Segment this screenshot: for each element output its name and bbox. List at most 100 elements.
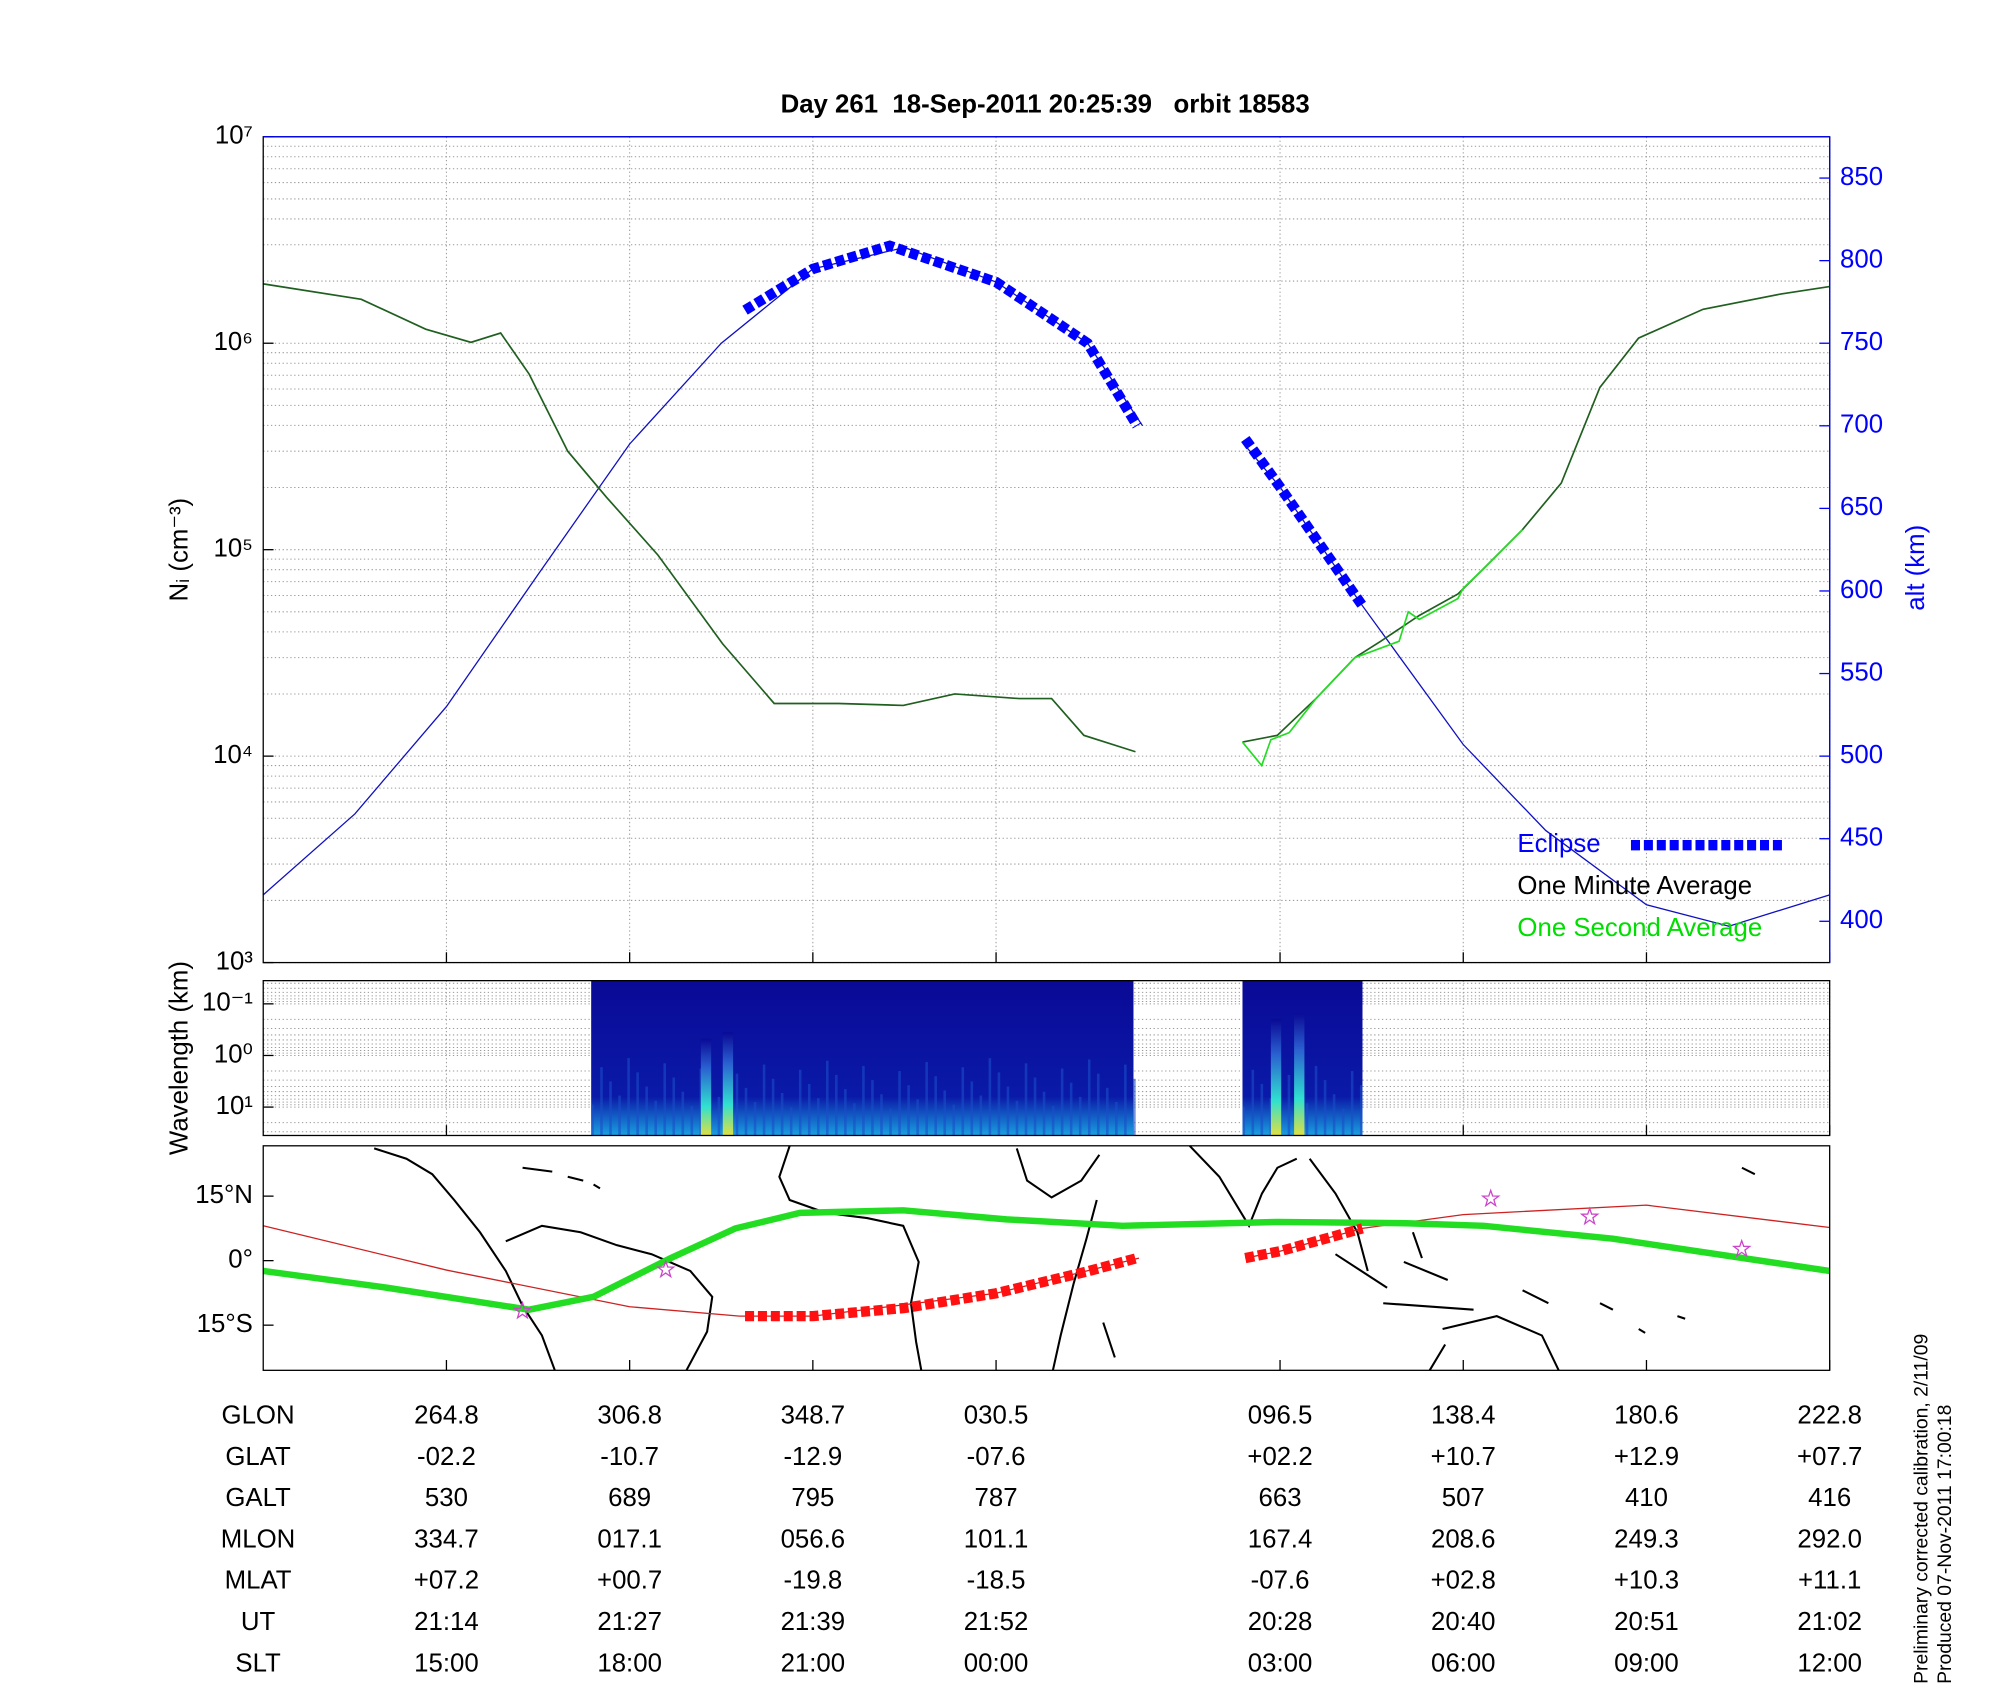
table-cell: -18.5 [967, 1567, 1026, 1595]
spectrogram-texture [898, 1071, 901, 1136]
table-cell: -19.8 [783, 1567, 842, 1595]
table-cell: 18:00 [597, 1649, 662, 1677]
table-cell: -10.7 [600, 1443, 659, 1471]
legend-label: One Minute Average [1517, 872, 1752, 900]
spectrogram-texture [1341, 1108, 1345, 1136]
spectrogram-texture [916, 1099, 919, 1136]
table-cell: 21:39 [781, 1608, 846, 1636]
table-cell: -07.6 [967, 1443, 1026, 1471]
spectrogram-texture [1124, 1064, 1127, 1136]
table-cell: 21:27 [597, 1608, 662, 1636]
table-cell: 030.5 [964, 1402, 1029, 1430]
spectrogram-texture [1242, 1107, 1246, 1136]
table-cell: +11.1 [1798, 1567, 1861, 1595]
spectrogram-texture [591, 1104, 594, 1136]
table-cell: 21:00 [781, 1649, 846, 1677]
table-cell: 416 [1808, 1484, 1851, 1512]
track-line [262, 1207, 1831, 1313]
spectrogram-texture [979, 1095, 983, 1136]
y2-tick-label: 600 [1840, 576, 1883, 604]
y2-tick-label: 550 [1840, 658, 1883, 686]
table-cell: 663 [1259, 1484, 1302, 1512]
table-cell: 348.7 [781, 1402, 846, 1430]
star-marker [1579, 1206, 1600, 1226]
table-cell: 208.6 [1431, 1525, 1496, 1553]
y-tick-label: 10⁻¹ [202, 989, 253, 1017]
y-tick-label: 15°N [195, 1181, 253, 1209]
spectrogram-texture [1287, 1074, 1291, 1136]
spectrogram-texture [717, 1096, 721, 1136]
spectrogram-texture [1314, 1065, 1318, 1136]
spectrogram-texture [862, 1065, 865, 1136]
y2-tick-label: 650 [1840, 493, 1883, 521]
spectrogram-streak [1270, 1019, 1282, 1136]
y2-tick-label: 800 [1840, 245, 1883, 273]
spectrogram-texture [1006, 1086, 1010, 1136]
spectrogram-texture [853, 1103, 856, 1136]
table-cell: 795 [791, 1484, 834, 1512]
spectrogram-texture [1115, 1102, 1118, 1136]
spectrogram-texture [627, 1058, 630, 1136]
table-cell: 530 [425, 1484, 468, 1512]
table-cell: +10.7 [1431, 1443, 1496, 1471]
table-cell: 00:00 [964, 1649, 1029, 1677]
table-cell: -12.9 [783, 1443, 842, 1471]
plot-frame [262, 980, 1831, 1137]
note: Produced 07-Nov-2011 17:00:18 [1934, 1405, 1956, 1684]
star-marker [512, 1300, 533, 1320]
y-axis-label: Wavelength (km) [165, 961, 193, 1155]
spectrogram-texture [871, 1080, 874, 1136]
spectrogram-texture [835, 1074, 838, 1136]
table-cell: 017.1 [597, 1525, 662, 1553]
spectrogram-texture [1051, 1105, 1055, 1136]
y-tick-label: 0° [228, 1245, 253, 1273]
spectrogram-texture [735, 1073, 739, 1136]
y-tick-label: 10⁷ [215, 122, 253, 150]
spectrogram-texture [762, 1064, 766, 1136]
row-label: SLT [235, 1649, 281, 1677]
table-cell: 249.3 [1614, 1525, 1679, 1553]
spectrogram-texture [934, 1076, 937, 1136]
y2-axis-label: alt (km) [1902, 525, 1930, 611]
table-cell: 689 [608, 1484, 651, 1512]
table-cell: 334.7 [414, 1525, 479, 1553]
row-label: GLON [222, 1402, 295, 1430]
spectrogram-texture [997, 1072, 1001, 1136]
star-marker [655, 1259, 676, 1279]
spectrogram-streak [700, 1038, 712, 1136]
spectrogram-texture [753, 1102, 757, 1136]
spectrogram-texture [789, 1107, 793, 1136]
spectrogram-texture [880, 1094, 883, 1136]
table-cell: 138.4 [1431, 1402, 1496, 1430]
row-label: GLAT [225, 1443, 291, 1471]
table-cell: +02.2 [1247, 1443, 1312, 1471]
table-cell: 410 [1625, 1484, 1668, 1512]
spectrogram-texture [690, 1105, 694, 1136]
table-cell: 101.1 [964, 1525, 1029, 1553]
note: Preliminary corrected calibration, 2/11/… [1911, 1334, 1933, 1684]
y-tick-label: 10³ [216, 947, 254, 975]
spectrogram-texture [1033, 1077, 1037, 1136]
legend-label: Eclipse [1517, 830, 1600, 858]
table-cell: +12.9 [1614, 1443, 1679, 1471]
spectrogram-texture [798, 1069, 802, 1136]
star-marker [1480, 1188, 1501, 1208]
spectrogram-texture [600, 1067, 603, 1136]
y2-tick-label: 500 [1840, 741, 1883, 769]
spectrogram-texture [826, 1060, 829, 1136]
table-cell: 09:00 [1614, 1649, 1679, 1677]
spectrogram-texture [1096, 1073, 1100, 1136]
spectrogram-texture [672, 1077, 676, 1136]
legend-label: One Second Average [1517, 914, 1762, 942]
y-tick-label: 10⁶ [214, 328, 253, 356]
spectrogram-texture [807, 1083, 811, 1136]
chart-title: Day 261 18-Sep-2011 20:25:39 orbit 18583 [781, 91, 1310, 119]
spectrogram-texture [816, 1098, 820, 1136]
spectrogram-texture [1332, 1094, 1336, 1136]
table-cell: 096.5 [1248, 1402, 1313, 1430]
table-cell: +00.7 [597, 1567, 662, 1595]
spectrogram-texture [970, 1081, 974, 1136]
spectrogram-texture [771, 1078, 775, 1136]
spectrogram-texture [1133, 1078, 1136, 1136]
y-tick-label: 10⁵ [214, 534, 253, 562]
